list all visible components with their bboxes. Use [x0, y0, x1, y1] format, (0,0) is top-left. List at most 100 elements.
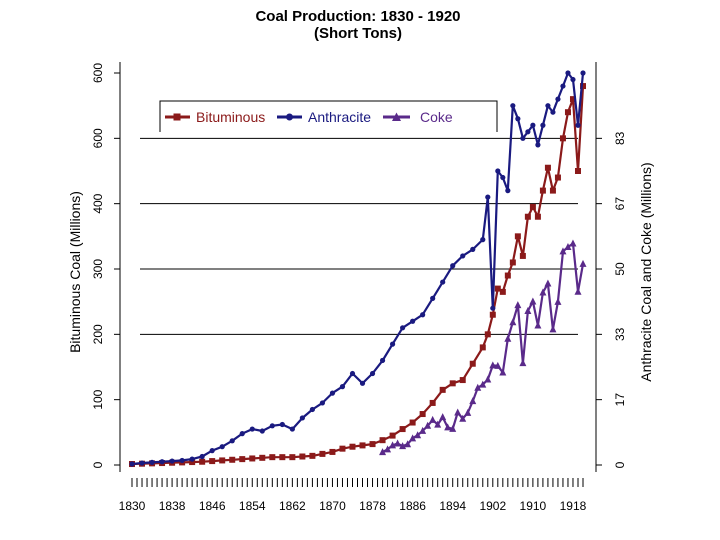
data-point-anthracite: [319, 400, 326, 406]
data-point-bituminous: [439, 386, 446, 393]
data-point-bituminous: [279, 454, 286, 461]
data-point-anthracite: [299, 415, 305, 421]
data-point-coke: [524, 306, 532, 314]
data-point-anthracite: [410, 318, 416, 324]
left-tick-label: 200: [91, 324, 105, 344]
x-tick-label: 1854: [239, 499, 266, 513]
data-point-bituminous: [249, 455, 256, 462]
data-point-anthracite: [570, 76, 576, 83]
data-point-coke: [419, 426, 427, 434]
x-tick-label: 1870: [319, 499, 346, 513]
data-point-bituminous: [499, 288, 506, 295]
data-point-anthracite: [189, 456, 195, 462]
left-tick-label: 100: [91, 389, 105, 409]
data-point-coke: [444, 423, 452, 431]
data-point-anthracite: [540, 122, 546, 128]
data-point-bituminous: [409, 419, 416, 426]
data-point-bituminous: [580, 83, 586, 90]
left-tick-label: 600: [91, 128, 105, 148]
data-point-anthracite: [159, 459, 165, 465]
x-tick-label: 1830: [119, 499, 146, 513]
x-tick-label: 1838: [159, 499, 186, 513]
data-point-anthracite: [149, 459, 155, 465]
data-series: [129, 70, 587, 468]
data-point-bituminous: [504, 272, 511, 279]
right-axis-label: Anthracite Coal and Coke (Millions): [638, 162, 654, 381]
data-point-coke: [534, 321, 542, 329]
x-tick-label: 1862: [279, 499, 306, 513]
data-point-bituminous: [339, 445, 346, 452]
data-point-coke: [399, 442, 407, 450]
data-point-anthracite: [229, 438, 235, 444]
data-point-anthracite: [520, 135, 526, 141]
data-point-bituminous: [369, 441, 376, 448]
data-point-bituminous: [389, 432, 396, 439]
legend-marker-coke: [392, 112, 401, 121]
data-point-bituminous: [524, 213, 531, 220]
data-point-coke: [414, 431, 422, 439]
data-point-anthracite: [279, 421, 285, 428]
chart-subtitle: (Short Tons): [314, 25, 402, 42]
left-tick-label: 0: [91, 461, 105, 468]
data-point-anthracite: [309, 406, 315, 413]
series-bituminous: [129, 83, 586, 468]
right-tick-label: 83: [613, 131, 627, 145]
gridlines: [140, 137, 578, 335]
data-point-anthracite: [329, 390, 336, 396]
data-point-anthracite: [505, 188, 511, 194]
data-point-bituminous: [564, 109, 571, 116]
right-tick-label: 17: [613, 393, 627, 407]
data-point-bituminous: [239, 456, 246, 463]
data-point-bituminous: [539, 187, 546, 194]
data-point-anthracite: [555, 96, 561, 102]
data-point-anthracite: [470, 246, 476, 252]
legend-label-bituminous: Bituminous: [196, 109, 265, 125]
data-point-bituminous: [229, 456, 236, 463]
data-point-anthracite: [379, 357, 386, 364]
data-point-bituminous: [419, 411, 426, 418]
data-point-anthracite: [525, 129, 531, 135]
data-point-anthracite: [575, 122, 581, 128]
data-point-coke: [459, 414, 467, 422]
x-axis-ticks: 1830 1838 1846 1854 1862 1870 1878 1886 1894 1902…: [119, 478, 587, 513]
data-point-anthracite: [249, 426, 255, 432]
data-point-coke: [519, 359, 527, 367]
series-line-bituminous: [131, 86, 585, 466]
data-point-anthracite: [500, 174, 506, 181]
data-point-coke: [454, 408, 462, 416]
x-tick-label: 1894: [439, 499, 466, 513]
data-point-bituminous: [554, 174, 561, 181]
data-point-anthracite: [289, 426, 295, 432]
data-point-coke: [529, 297, 537, 305]
x-tick-label: 1902: [479, 499, 506, 513]
right-tick-label: 50: [613, 262, 627, 276]
data-point-bituminous: [289, 454, 296, 461]
data-point-anthracite: [269, 423, 275, 429]
data-point-anthracite: [129, 461, 135, 467]
legend-label-anthracite: Anthracite: [308, 109, 371, 125]
data-point-coke: [404, 440, 412, 448]
data-point-anthracite: [490, 305, 496, 311]
data-point-coke: [489, 361, 497, 369]
data-point-coke: [394, 439, 402, 447]
chart-title: Coal Production: 1830 - 1920: [255, 8, 460, 25]
data-point-anthracite: [349, 370, 356, 377]
data-point-anthracite: [460, 253, 466, 259]
data-point-coke: [484, 375, 492, 383]
data-point-anthracite: [209, 448, 215, 454]
data-point-coke: [569, 239, 577, 247]
data-point-coke: [499, 368, 507, 376]
data-point-bituminous: [319, 450, 326, 457]
data-point-bituminous: [199, 458, 206, 465]
data-point-bituminous: [309, 452, 316, 459]
right-tick-label: 67: [613, 197, 627, 211]
data-point-coke: [574, 287, 582, 295]
data-point-anthracite: [179, 457, 185, 464]
data-point-anthracite: [565, 70, 571, 76]
data-point-coke: [514, 301, 522, 309]
data-point-bituminous: [429, 399, 436, 406]
data-point-bituminous: [489, 311, 496, 318]
data-point-coke: [464, 408, 472, 416]
left-axis-ticks: 0 100 200 300 400 600 600: [91, 63, 120, 468]
data-point-bituminous: [569, 96, 576, 103]
